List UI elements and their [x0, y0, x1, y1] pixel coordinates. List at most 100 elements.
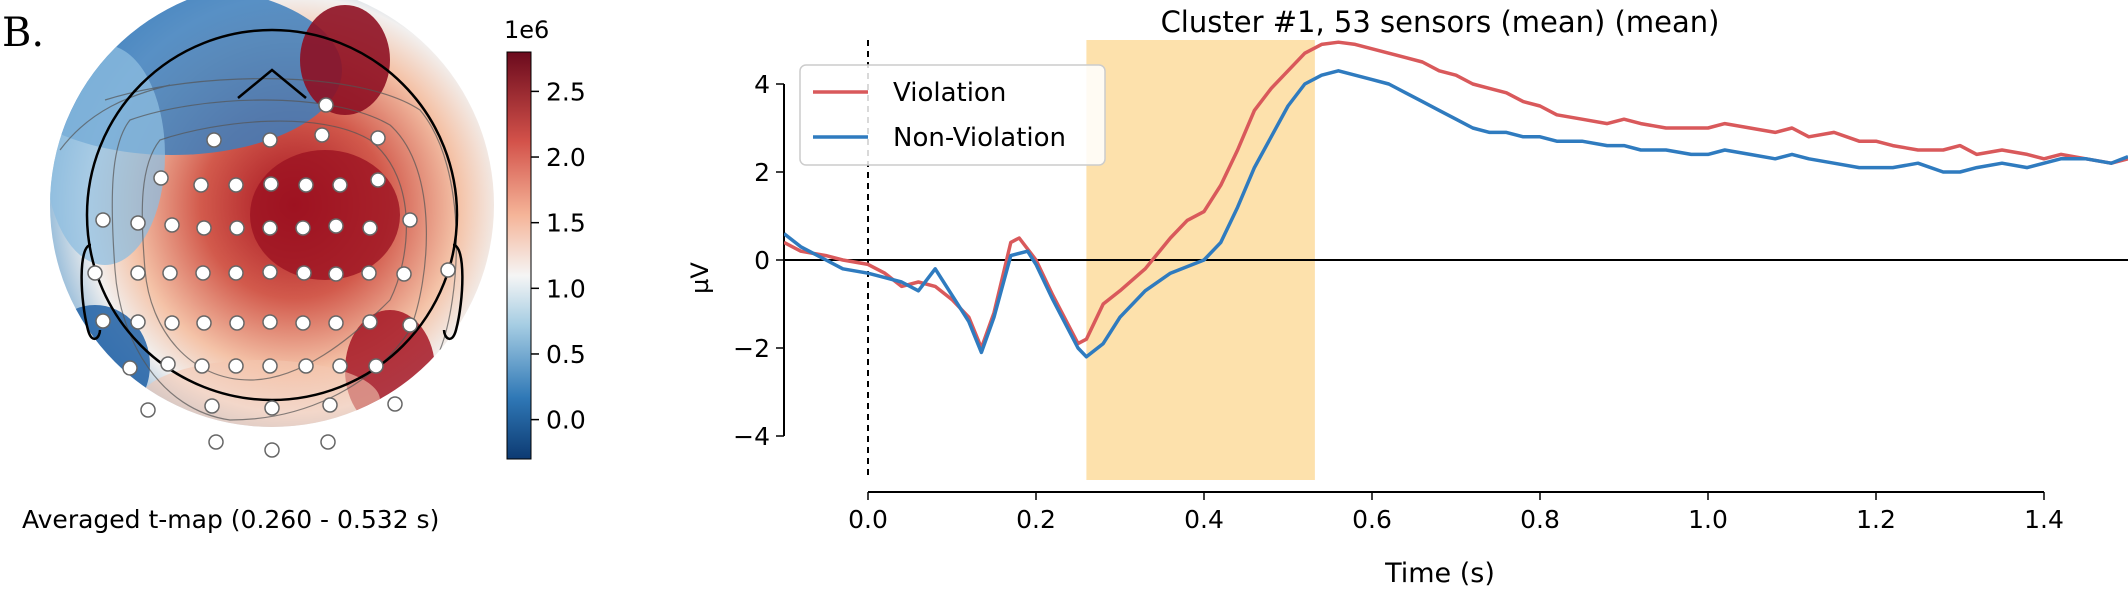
sensor-dot	[298, 358, 314, 374]
sensor-dot	[153, 170, 169, 186]
sensor-dot	[361, 265, 377, 281]
colorbar-tick-label: 2.5	[546, 77, 586, 106]
topomap-caption: Averaged t-map (0.260 - 0.532 s)	[22, 505, 439, 534]
sensor-dot	[328, 315, 344, 331]
sensor-dot	[314, 127, 330, 143]
sensor-dot	[368, 358, 384, 374]
x-tick-label: 1.2	[1856, 505, 1896, 534]
sensor-dot	[402, 317, 418, 333]
sensor-dot	[130, 215, 146, 231]
sensor-dot	[264, 442, 280, 458]
x-tick-label: 0.8	[1520, 505, 1560, 534]
sensor-dot	[228, 177, 244, 193]
sensor-dot	[140, 402, 156, 418]
right-ear	[442, 243, 464, 340]
sensor-dot	[204, 398, 220, 414]
sensor-dot	[262, 220, 278, 236]
sensor-dot	[298, 177, 314, 193]
nose	[237, 68, 307, 99]
axes: −4 −2 0 2 4 0.0 0.2 0.4 0.6 0.8 1.0 1.2 1.4	[733, 40, 2128, 534]
sensor-dot	[332, 358, 348, 374]
sensor-dot	[87, 265, 103, 281]
y-tick-label: −2	[733, 334, 770, 363]
legend-label-violation: Violation	[893, 78, 1006, 108]
sensor-dot	[296, 265, 312, 281]
x-tick-label: 0.6	[1352, 505, 1392, 534]
sensor-dot	[164, 315, 180, 331]
sensor-dot	[229, 220, 245, 236]
x-tick-label: 1.4	[2024, 505, 2064, 534]
sensor-dot	[396, 266, 412, 282]
colorbar-tick-label: 2.0	[546, 143, 586, 172]
sensor-dot	[295, 220, 311, 236]
sensor-dot	[160, 356, 176, 372]
sensor-dot	[328, 218, 344, 234]
sensor-dot	[370, 172, 386, 188]
sensor-dot	[95, 212, 111, 228]
sensor-dot	[193, 177, 209, 193]
chart-title: Cluster #1, 53 sensors (mean) (mean)	[1161, 5, 1720, 39]
colorbar-gradient	[506, 51, 532, 460]
y-tick-label: 2	[754, 158, 770, 187]
sensor-dot	[262, 132, 278, 148]
sensor-dot	[440, 262, 456, 278]
sensor-dot	[362, 220, 378, 236]
topomap	[50, 0, 494, 458]
colorbar-ticks: 2.5 2.0 1.5 1.0 0.5 0.0	[531, 77, 586, 435]
line-chart: Cluster #1, 53 sensors (mean) (mean) −4−…	[686, 5, 2128, 589]
sensor-dot	[264, 400, 280, 416]
sensor-dot	[196, 220, 212, 236]
sensor-dot	[262, 314, 278, 330]
legend-label-non-violation: Non-Violation	[893, 123, 1066, 153]
sensor-dot	[122, 360, 138, 376]
sensor-dot	[228, 358, 244, 374]
sensor-dot	[320, 434, 336, 450]
colorbar-tick-label: 1.5	[546, 209, 586, 238]
x-tick-label: 0.2	[1016, 505, 1056, 534]
colorbar-scale-label: 1e6	[504, 16, 549, 44]
x-tick-label: 1.0	[1688, 505, 1728, 534]
sensor-dot	[206, 132, 222, 148]
colorbar-tick-label: 0.0	[546, 406, 586, 435]
sensor-dot	[228, 265, 244, 281]
sensor-dot	[322, 397, 338, 413]
sensor-dot	[318, 97, 334, 113]
sensor-dot	[229, 315, 245, 331]
sensor-dot	[130, 265, 146, 281]
x-axis-label: Time (s)	[1384, 558, 1495, 589]
legend-box	[799, 64, 1106, 166]
x-tick-label: 0.0	[848, 505, 888, 534]
sensor-dot	[164, 217, 180, 233]
sensor-dot	[196, 315, 212, 331]
left-ear	[80, 243, 102, 340]
head-outline	[85, 28, 459, 402]
colorbar-tick-label: 1.0	[546, 274, 586, 303]
sensor-dot	[402, 212, 418, 228]
sensor-dot	[263, 176, 279, 192]
x-tick-label: 0.4	[1184, 505, 1224, 534]
colorbar: 1e6 2.5 2.0 1.5 1.0 0.5 0.0	[504, 16, 586, 460]
sensor-dot	[208, 434, 224, 450]
legend: Violation Non-Violation	[799, 64, 1106, 166]
sensor-dot	[162, 265, 178, 281]
sensor-dot	[262, 264, 278, 280]
sensor-dot	[195, 265, 211, 281]
y-tick-label: −4	[733, 422, 770, 451]
y-tick-label: 0	[754, 246, 770, 275]
sensor-dot	[387, 396, 403, 412]
sensor-dot	[332, 177, 348, 193]
sensor-dot	[295, 315, 311, 331]
sensor-dot	[262, 358, 278, 374]
panel-label: B.	[2, 10, 44, 56]
colorbar-tick-label: 0.5	[546, 340, 586, 369]
y-axis-label: µV	[686, 262, 714, 294]
sensor-dot	[95, 313, 111, 329]
y-tick-label: 4	[754, 70, 770, 99]
sensor-dot	[362, 314, 378, 330]
sensor-dot	[194, 358, 210, 374]
series-lines	[784, 40, 2128, 359]
sensor-dot	[370, 130, 386, 146]
sensor-dot	[130, 314, 146, 330]
sensors	[87, 97, 456, 458]
